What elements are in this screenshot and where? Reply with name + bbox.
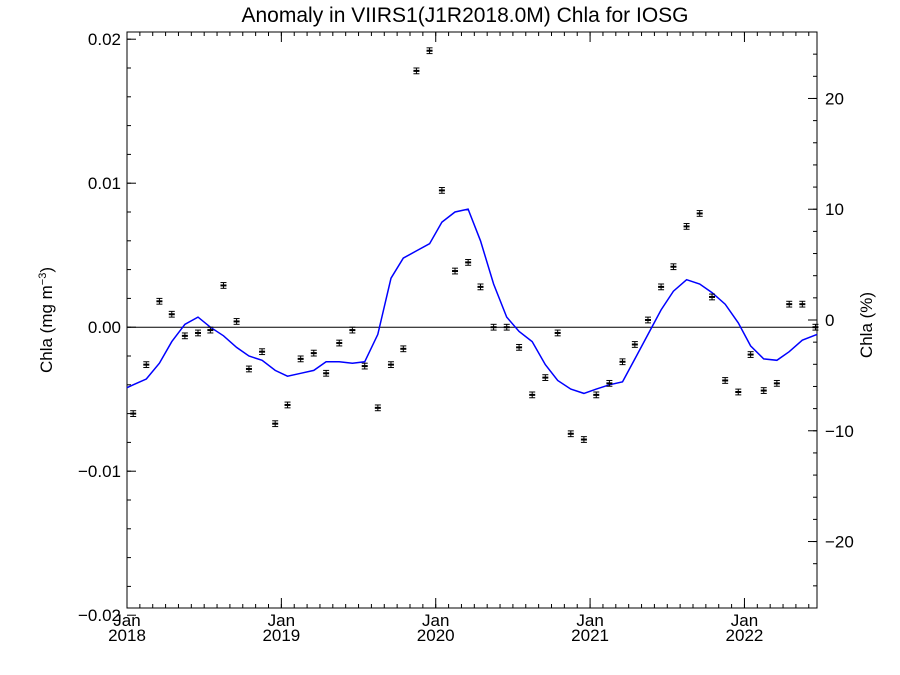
y2-tick-label: 20	[825, 89, 844, 108]
data-point	[143, 361, 150, 369]
x-tick-month: Jan	[268, 611, 295, 630]
y-tick-label: 0.01	[88, 174, 121, 193]
x-tick-month: Jan	[576, 611, 603, 630]
data-point	[644, 316, 651, 324]
data-point	[452, 267, 459, 275]
data-point	[529, 391, 536, 399]
data-point	[284, 401, 291, 409]
y-tick-label: 0.02	[88, 30, 121, 49]
data-point	[696, 210, 703, 217]
data-point	[336, 339, 343, 347]
y2-tick-label: 0	[825, 311, 834, 330]
data-point	[799, 300, 806, 308]
x-tick-year: 2022	[726, 626, 764, 645]
chart-title: Anomaly in VIIRS1(J1R2018.0M) Chla for I…	[241, 4, 688, 27]
data-point	[400, 345, 407, 353]
data-point	[181, 332, 188, 340]
x-tick-year: 2021	[571, 626, 609, 645]
data-point	[567, 430, 574, 438]
data-point	[593, 391, 600, 399]
data-point	[631, 341, 638, 348]
data-point	[233, 318, 240, 325]
y2-tick-label: −10	[825, 422, 854, 441]
x-tick-year: 2018	[108, 626, 146, 645]
y2-axis-label: Chla (%)	[857, 292, 876, 358]
data-point	[272, 420, 279, 428]
x-tick-month: Jan	[113, 611, 140, 630]
monthly-anomaly-points	[130, 47, 819, 443]
x-tick-year: 2020	[417, 626, 455, 645]
x-tick-year: 2019	[262, 626, 300, 645]
data-point	[361, 362, 368, 370]
smoothed-anomaly-line	[126, 208, 818, 395]
data-point	[245, 365, 252, 373]
data-point	[130, 410, 137, 417]
data-point	[426, 47, 433, 55]
data-point	[297, 355, 304, 363]
data-point	[220, 282, 227, 289]
data-point	[490, 323, 497, 331]
data-point	[387, 361, 394, 369]
data-point	[323, 369, 330, 377]
data-point	[735, 388, 742, 396]
data-point	[658, 283, 665, 291]
y-tick-label: −0.02	[78, 606, 121, 625]
plot-frame	[126, 31, 818, 609]
data-point	[156, 297, 163, 305]
data-point	[580, 436, 587, 443]
x-tick-month: Jan	[422, 611, 449, 630]
data-point	[683, 223, 690, 230]
y-tick-label: 0.00	[88, 318, 121, 337]
y2-tick-label: −20	[825, 533, 854, 552]
data-point	[773, 379, 780, 387]
data-point	[722, 377, 729, 384]
data-point	[374, 404, 381, 412]
data-point	[619, 358, 626, 366]
data-point	[413, 67, 420, 75]
data-point	[207, 326, 214, 334]
y2-tick-label: 10	[825, 200, 844, 219]
data-point	[465, 259, 472, 266]
data-point	[606, 379, 613, 387]
data-point	[709, 293, 716, 301]
data-point	[477, 283, 484, 291]
data-point	[259, 348, 266, 356]
data-point	[670, 263, 677, 271]
data-point	[542, 374, 549, 381]
y-axis-right: 20 10 0 −10 −20	[808, 53, 854, 587]
data-point	[554, 329, 561, 337]
y-axis-label: Chla (mg m−3)	[37, 267, 56, 373]
data-point	[760, 387, 767, 394]
data-point	[812, 323, 819, 331]
data-point	[310, 349, 317, 357]
data-point	[503, 323, 510, 331]
data-point	[168, 310, 175, 318]
data-point	[349, 326, 356, 334]
data-point	[516, 343, 523, 351]
x-tick-month: Jan	[731, 611, 758, 630]
y-tick-label: −0.01	[78, 462, 121, 481]
data-point	[195, 329, 202, 337]
data-point	[747, 351, 754, 358]
data-point	[786, 300, 793, 308]
data-point	[438, 187, 445, 194]
